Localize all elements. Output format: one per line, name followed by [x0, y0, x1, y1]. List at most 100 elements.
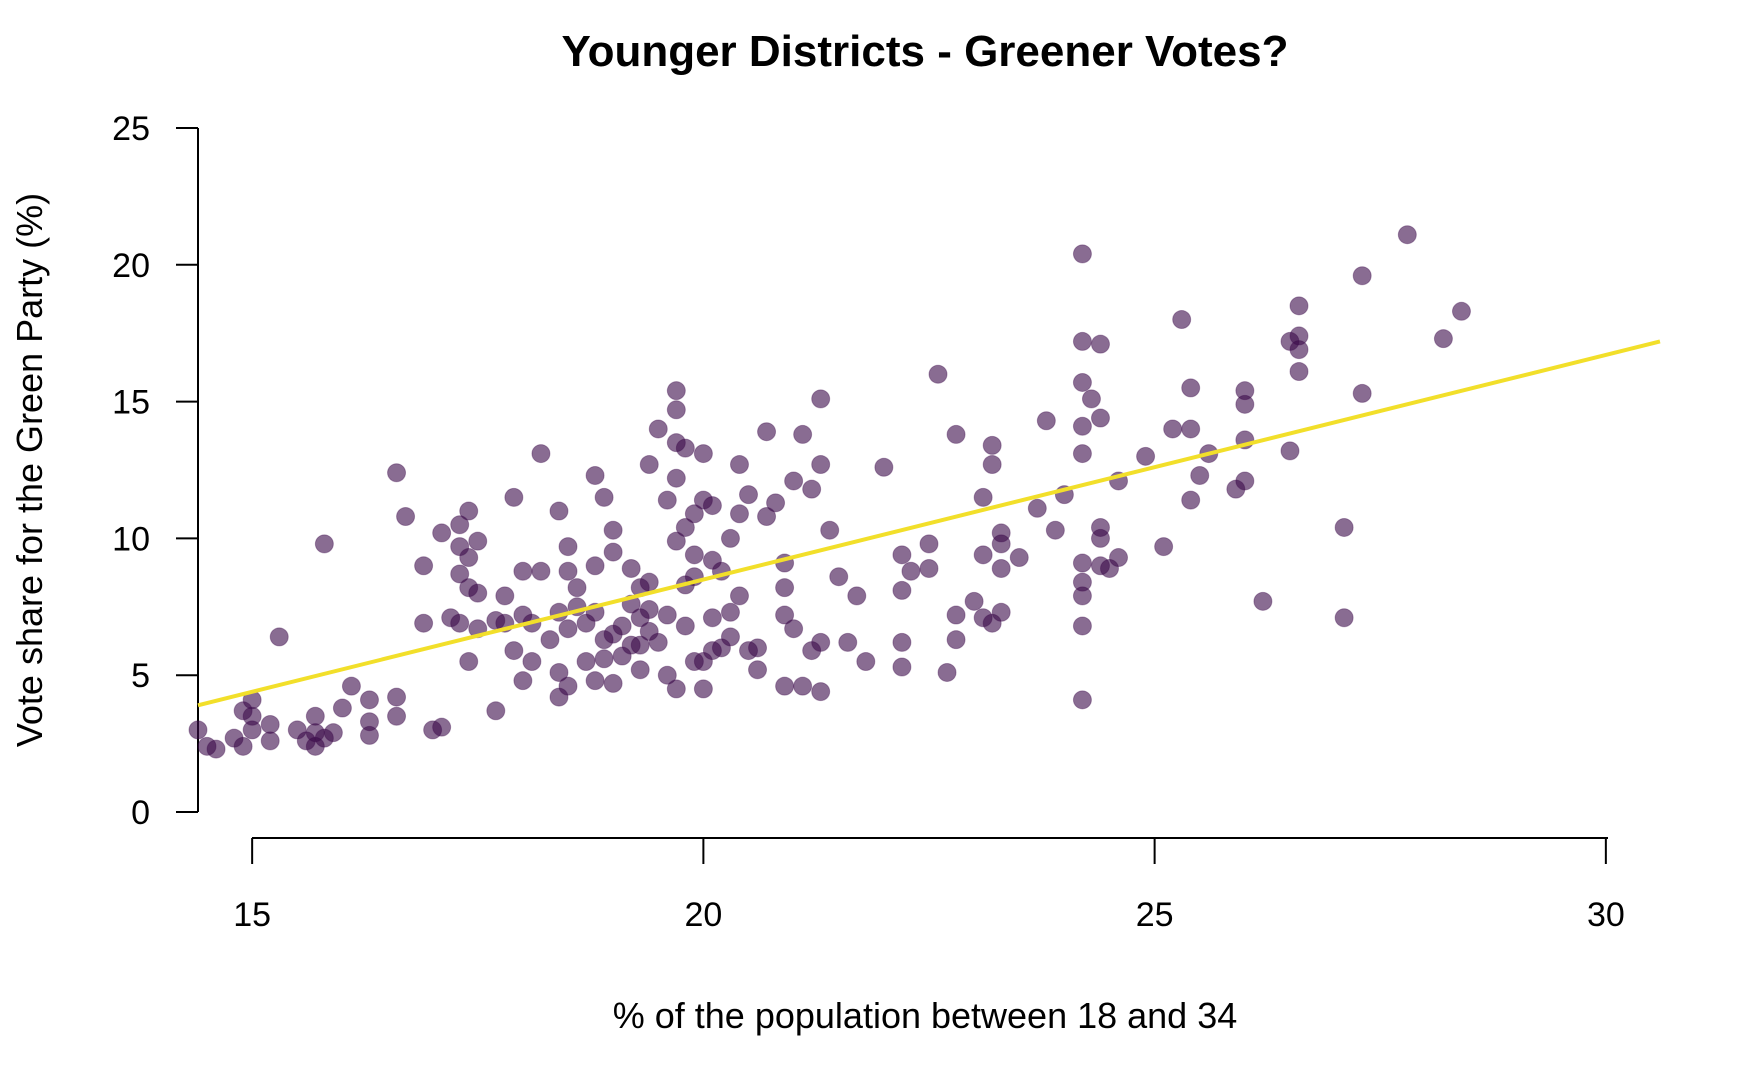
data-point — [323, 723, 343, 743]
data-point — [242, 706, 262, 726]
data-point — [414, 613, 434, 633]
data-point — [1154, 537, 1174, 557]
data-point — [1280, 441, 1300, 461]
data-point — [1045, 520, 1065, 540]
data-point — [486, 701, 506, 721]
data-point — [260, 731, 280, 751]
data-point — [892, 580, 912, 600]
y-ticks: 0 5 10 15 20 25 — [112, 110, 198, 832]
data-point — [1352, 266, 1372, 286]
data-point — [603, 673, 623, 693]
data-point — [522, 652, 542, 672]
data-point — [432, 523, 452, 543]
data-point — [720, 528, 740, 548]
data-point — [1235, 471, 1255, 491]
data-point — [1090, 334, 1110, 354]
data-point — [594, 487, 614, 507]
data-point — [811, 455, 831, 475]
data-point — [811, 389, 831, 409]
data-point — [558, 619, 578, 639]
data-point — [1036, 411, 1056, 431]
data-point — [1072, 244, 1092, 264]
data-point — [558, 676, 578, 696]
data-point — [332, 698, 352, 718]
data-point — [1289, 326, 1309, 346]
data-point — [991, 558, 1011, 578]
data-point — [793, 424, 813, 444]
data-point — [793, 676, 813, 696]
data-point — [1072, 616, 1092, 636]
data-point — [666, 531, 686, 551]
data-point — [946, 605, 966, 625]
data-point — [567, 578, 587, 598]
data-point — [1163, 419, 1183, 439]
data-point — [766, 493, 786, 513]
data-point — [973, 545, 993, 565]
data-point — [838, 632, 858, 652]
data-point — [233, 736, 253, 756]
y-tick-label: 10 — [112, 520, 150, 558]
data-point — [1072, 444, 1092, 464]
x-tick-label: 15 — [233, 896, 271, 934]
data-point — [775, 605, 795, 625]
data-point — [206, 739, 226, 759]
data-point — [784, 471, 804, 491]
data-point — [991, 523, 1011, 543]
data-point — [1451, 301, 1471, 321]
data-point — [450, 613, 470, 633]
data-point — [585, 465, 605, 485]
data-point — [387, 463, 407, 483]
data-point — [1072, 331, 1092, 351]
data-point — [684, 545, 704, 565]
data-point — [1081, 389, 1101, 409]
y-tick-label: 15 — [112, 384, 150, 422]
data-point — [757, 507, 777, 527]
data-point — [1253, 591, 1273, 611]
data-point — [748, 638, 768, 658]
data-point — [919, 534, 939, 554]
data-point — [1397, 225, 1417, 245]
data-point — [973, 487, 993, 507]
y-tick-label: 0 — [131, 794, 150, 832]
data-point — [414, 556, 434, 576]
data-point — [1235, 381, 1255, 401]
y-tick-label: 20 — [112, 247, 150, 285]
data-point — [729, 586, 749, 606]
data-point — [702, 496, 722, 516]
data-point — [1334, 517, 1354, 537]
data-point — [1352, 383, 1372, 403]
data-point — [549, 662, 569, 682]
data-point — [1136, 446, 1156, 466]
y-tick-label: 25 — [112, 110, 150, 148]
y-axis: 0 5 10 15 20 25 — [112, 110, 199, 832]
data-point — [892, 657, 912, 677]
y-axis-label: Vote share for the Green Party (%) — [9, 193, 50, 747]
data-point — [775, 676, 795, 696]
data-point — [802, 479, 822, 499]
data-point — [1109, 548, 1129, 568]
data-point — [657, 605, 677, 625]
data-point — [729, 455, 749, 475]
data-point — [982, 435, 1002, 455]
data-point — [1289, 362, 1309, 382]
data-point — [585, 556, 605, 576]
chart-title: Younger Districts - Greener Votes? — [562, 27, 1289, 76]
data-point — [639, 572, 659, 592]
data-point — [1090, 517, 1110, 537]
data-point — [576, 652, 596, 672]
data-point — [991, 602, 1011, 622]
data-point — [260, 714, 280, 734]
data-point — [946, 630, 966, 650]
data-point — [432, 717, 452, 737]
data-point — [675, 517, 695, 537]
data-point — [639, 455, 659, 475]
data-point — [757, 422, 777, 442]
data-point — [892, 632, 912, 652]
data-point — [693, 679, 713, 699]
data-point — [946, 424, 966, 444]
data-point — [450, 515, 470, 535]
data-point — [450, 564, 470, 584]
data-point — [729, 504, 749, 524]
data-point — [603, 542, 623, 562]
data-point — [639, 600, 659, 620]
